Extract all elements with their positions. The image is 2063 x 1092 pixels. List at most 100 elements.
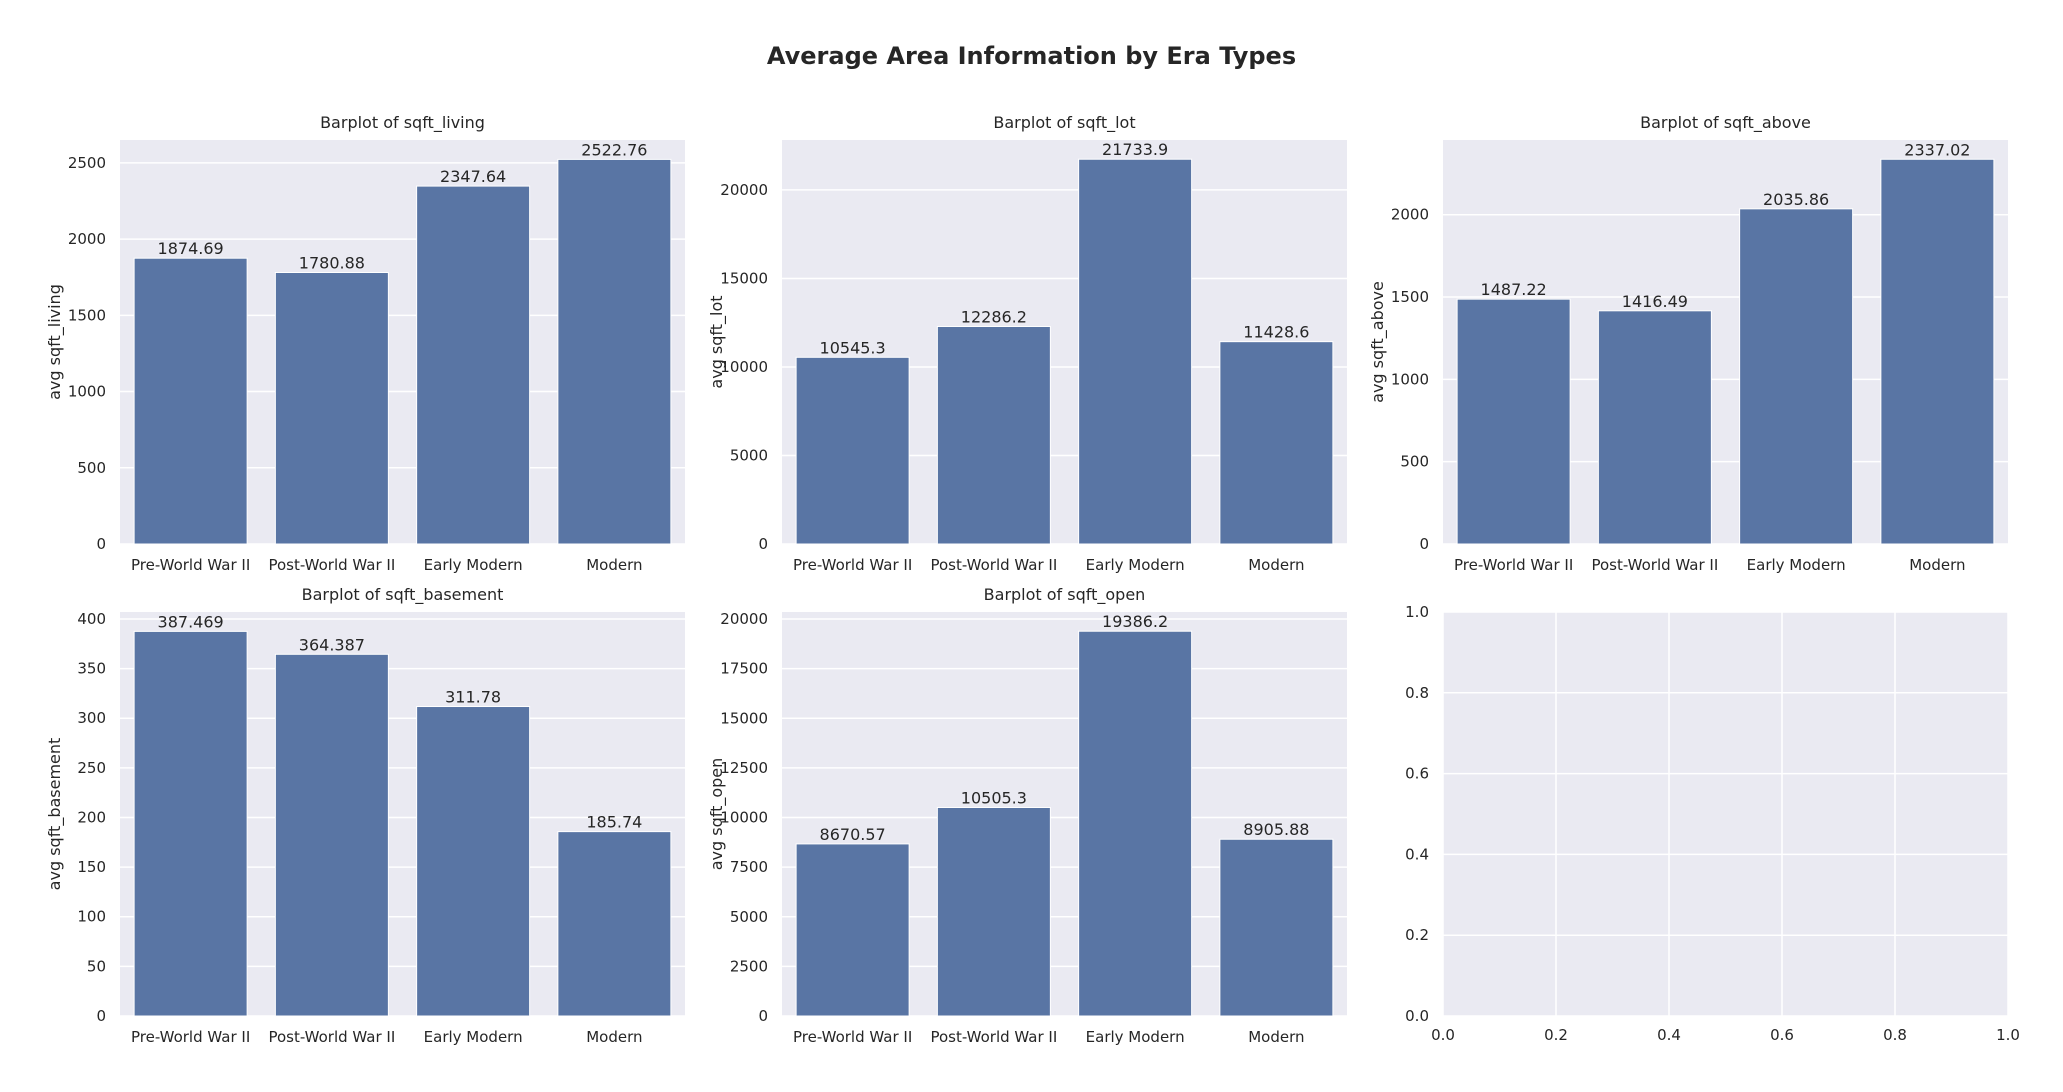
- data-label: 1780.88: [299, 253, 365, 272]
- bar: [1219, 341, 1334, 545]
- x-tick-label: Modern: [586, 556, 642, 574]
- y-tick-label: 500: [1400, 453, 1429, 471]
- data-label: 8905.88: [1243, 820, 1309, 839]
- x-tick-label: 0.8: [1883, 1026, 1907, 1044]
- subplot-title: Barplot of sqft_living: [320, 113, 485, 133]
- subplot-4: 0 50 100 150 200 250 300 350 400 387.469 Pre-World…: [45, 585, 685, 1046]
- x-tick-label: Post-World War II: [930, 556, 1057, 574]
- y-tick-label: 0.0: [1405, 1007, 1429, 1025]
- y-tick-label: 500: [77, 459, 106, 477]
- data-label: 364.387: [299, 635, 365, 654]
- data-label: 1416.49: [1622, 292, 1688, 311]
- x-tick-label: Pre-World War II: [793, 556, 912, 574]
- y-axis-label: avg sqft_above: [1368, 281, 1388, 403]
- bar: [416, 706, 531, 1017]
- subplot-title: Barplot of sqft_lot: [993, 113, 1135, 133]
- subplot-3: 0 500 1000 1500 2000 1487.22 Pre-World War II 1…: [1368, 113, 2008, 574]
- subplot-title: Barplot of sqft_open: [984, 585, 1146, 605]
- x-tick-label: Early Modern: [1747, 556, 1846, 574]
- y-tick-label: 5000: [730, 908, 768, 926]
- data-label: 10545.3: [820, 338, 886, 357]
- x-tick-label: Early Modern: [1086, 1028, 1185, 1046]
- y-tick-label: 1500: [68, 306, 106, 324]
- bar: [274, 653, 389, 1017]
- x-tick-label: Post-World War II: [930, 1028, 1057, 1046]
- x-tick-label: Modern: [586, 1028, 642, 1046]
- bar: [936, 806, 1051, 1017]
- x-tick-label: 0.6: [1770, 1026, 1794, 1044]
- y-tick-label: 1000: [68, 383, 106, 401]
- bar: [1880, 158, 1995, 545]
- bar: [557, 831, 672, 1017]
- y-tick-label: 5000: [730, 446, 768, 464]
- data-label: 12286.2: [961, 307, 1027, 326]
- x-tick-label: Pre-World War II: [131, 1028, 250, 1046]
- x-tick-label: Post-World War II: [1591, 556, 1718, 574]
- data-label: 11428.6: [1243, 323, 1309, 342]
- y-tick-label: 2500: [730, 957, 768, 975]
- x-tick-label: Early Modern: [424, 1028, 523, 1046]
- y-tick-label: 0: [1419, 535, 1429, 553]
- x-tick-label: Modern: [1248, 1028, 1304, 1046]
- y-tick-label: 20000: [720, 181, 768, 199]
- subplot-6: 0.0 0.2 0.4 0.6 0.8 1.0 0.0 0.2 0.4 0.6 0.8 1.0: [1405, 603, 2020, 1044]
- y-tick-label: 50: [87, 957, 106, 975]
- y-tick-label: 1000: [1391, 370, 1429, 388]
- data-label: 387.469: [158, 612, 224, 631]
- plot-area: [1443, 612, 2008, 1016]
- y-tick-label: 2000: [1391, 206, 1429, 224]
- y-tick-label: 20000: [720, 610, 768, 628]
- y-tick-label: 0.4: [1405, 845, 1429, 863]
- data-label: 21733.9: [1102, 140, 1168, 159]
- x-tick-label: Early Modern: [424, 556, 523, 574]
- y-tick-label: 10000: [720, 358, 768, 376]
- bar: [133, 257, 248, 545]
- data-label: 2522.76: [581, 140, 647, 159]
- y-tick-label: 0: [96, 535, 106, 553]
- x-tick-label: 1.0: [1996, 1026, 2020, 1044]
- subplot-1: 0 500 1000 1500 2000 2500 1874.69 Pre-World War…: [45, 113, 685, 574]
- y-tick-label: 0: [758, 535, 768, 553]
- data-label: 19386.2: [1102, 612, 1168, 631]
- subplot-title: Barplot of sqft_basement: [302, 585, 504, 605]
- subplot-title: Barplot of sqft_above: [1640, 113, 1811, 133]
- y-tick-label: 15000: [720, 709, 768, 727]
- x-tick-label: Pre-World War II: [131, 556, 250, 574]
- subplot-2: 0 5000 10000 15000 20000 10545.3 Pre-World War…: [707, 113, 1347, 574]
- data-label: 2337.02: [1904, 140, 1970, 159]
- y-tick-label: 400: [77, 610, 106, 628]
- y-tick-label: 7500: [730, 858, 768, 876]
- data-label: 1874.69: [158, 239, 224, 258]
- x-tick-label: Early Modern: [1086, 556, 1185, 574]
- y-tick-label: 350: [77, 660, 106, 678]
- y-tick-label: 10000: [720, 809, 768, 827]
- y-tick-label: 100: [77, 908, 106, 926]
- x-tick-label: 0.0: [1431, 1026, 1455, 1044]
- y-tick-label: 150: [77, 858, 106, 876]
- data-label: 1487.22: [1481, 280, 1547, 299]
- bar: [795, 356, 910, 545]
- y-axis-label: avg sqft_lot: [707, 295, 727, 388]
- bar: [936, 325, 1051, 545]
- x-tick-label: Modern: [1248, 556, 1304, 574]
- subplot-5: 0 2500 5000 7500 10000 12500 15000 17500 20000 86…: [707, 585, 1347, 1046]
- figure-title: Average Area Information by Era Types: [766, 42, 1297, 70]
- bar: [1739, 208, 1854, 545]
- y-tick-label: 200: [77, 808, 106, 826]
- bar: [1219, 838, 1334, 1017]
- bar: [795, 843, 910, 1017]
- x-tick-label: Pre-World War II: [793, 1028, 912, 1046]
- data-label: 10505.3: [961, 788, 1027, 807]
- y-axis-label: avg sqft_basement: [45, 738, 65, 891]
- y-tick-label: 300: [77, 709, 106, 727]
- bar: [557, 158, 672, 545]
- y-tick-label: 12500: [720, 759, 768, 777]
- x-tick-label: 0.2: [1544, 1026, 1568, 1044]
- bar: [274, 271, 389, 545]
- data-label: 8670.57: [820, 825, 886, 844]
- x-tick-label: Modern: [1909, 556, 1965, 574]
- y-axis-label: avg sqft_living: [45, 284, 65, 400]
- bar: [133, 630, 248, 1017]
- x-tick-label: 0.4: [1657, 1026, 1681, 1044]
